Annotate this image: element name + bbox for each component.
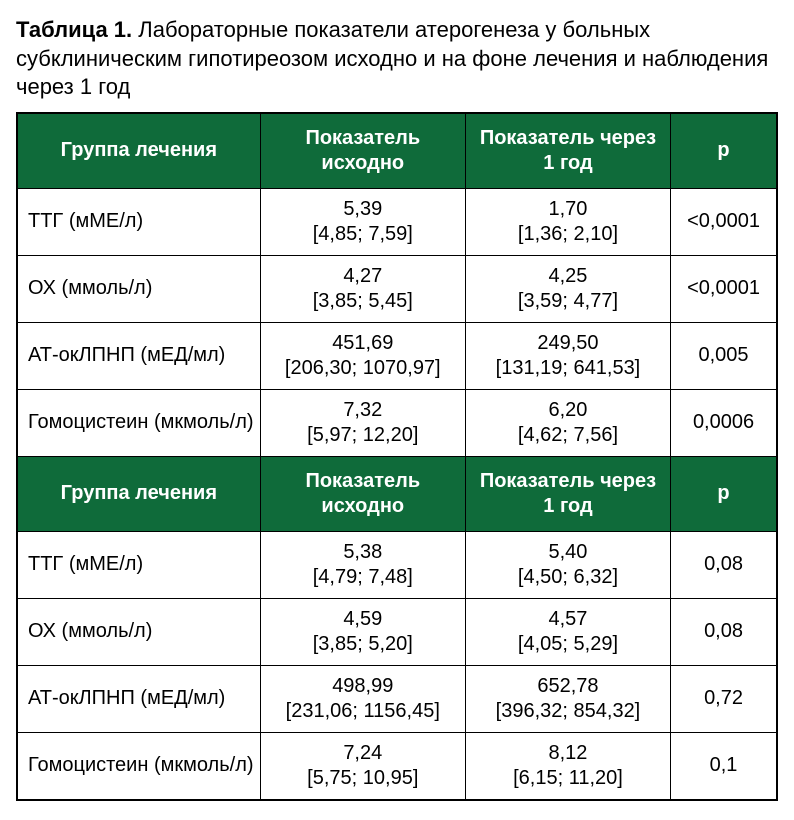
row-baseline: 451,69[206,30; 1070,97] [260, 322, 465, 389]
row-year1: 5,40[4,50; 6,32] [465, 531, 670, 598]
row-year1: 6,20[4,62; 7,56] [465, 389, 670, 456]
row-baseline: 5,39[4,85; 7,59] [260, 188, 465, 255]
row-label: ТТГ (мМЕ/л) [17, 188, 260, 255]
table-row: ОХ (ммоль/л) 4,27[3,85; 5,45] 4,25[3,59;… [17, 255, 777, 322]
row-label: ТТГ (мМЕ/л) [17, 531, 260, 598]
row-year1: 652,78[396,32; 854,32] [465, 665, 670, 732]
th-p: p [671, 113, 777, 189]
row-label: АТ-окЛПНП (мЕД/мл) [17, 665, 260, 732]
row-year1: 249,50[131,19; 641,53] [465, 322, 670, 389]
row-p: 0,1 [671, 732, 777, 800]
row-p: 0,72 [671, 665, 777, 732]
table-row: ОХ (ммоль/л) 4,59[3,85; 5,20] 4,57[4,05;… [17, 598, 777, 665]
table-row: АТ-окЛПНП (мЕД/мл) 451,69[206,30; 1070,9… [17, 322, 777, 389]
row-label: ОХ (ммоль/л) [17, 598, 260, 665]
th-group: Группа лечения [17, 456, 260, 531]
row-year1: 4,57[4,05; 5,29] [465, 598, 670, 665]
row-p: <0,0001 [671, 188, 777, 255]
th-year1: Показатель через 1 год [465, 113, 670, 189]
row-baseline: 4,27[3,85; 5,45] [260, 255, 465, 322]
table-row: Гомоцистеин (мкмоль/л) 7,32[5,97; 12,20]… [17, 389, 777, 456]
row-p: <0,0001 [671, 255, 777, 322]
row-year1: 1,70[1,36; 2,10] [465, 188, 670, 255]
row-p: 0,08 [671, 531, 777, 598]
row-label: Гомоцистеин (мкмоль/л) [17, 732, 260, 800]
row-baseline: 4,59[3,85; 5,20] [260, 598, 465, 665]
table-row: ТТГ (мМЕ/л) 5,39[4,85; 7,59] 1,70[1,36; … [17, 188, 777, 255]
row-baseline: 5,38[4,79; 7,48] [260, 531, 465, 598]
th-year1: Показатель через 1 год [465, 456, 670, 531]
row-label: ОХ (ммоль/л) [17, 255, 260, 322]
caption-bold: Таблица 1. [16, 17, 132, 42]
row-label: АТ-окЛПНП (мЕД/мл) [17, 322, 260, 389]
row-baseline: 7,32[5,97; 12,20] [260, 389, 465, 456]
th-group: Группа лечения [17, 113, 260, 189]
table-row: АТ-окЛПНП (мЕД/мл) 498,99[231,06; 1156,4… [17, 665, 777, 732]
row-year1: 4,25[3,59; 4,77] [465, 255, 670, 322]
data-table: Группа лечения Показатель исходно Показа… [16, 112, 778, 801]
table-row: Гомоцистеин (мкмоль/л) 7,24[5,75; 10,95]… [17, 732, 777, 800]
header-row-2: Группа лечения Показатель исходно Показа… [17, 456, 777, 531]
row-label: Гомоцистеин (мкмоль/л) [17, 389, 260, 456]
row-baseline: 7,24[5,75; 10,95] [260, 732, 465, 800]
th-baseline: Показатель исходно [260, 456, 465, 531]
table-row: ТТГ (мМЕ/л) 5,38[4,79; 7,48] 5,40[4,50; … [17, 531, 777, 598]
row-baseline: 498,99[231,06; 1156,45] [260, 665, 465, 732]
table-caption: Таблица 1. Лабораторные показатели атеро… [16, 16, 778, 102]
row-year1: 8,12[6,15; 11,20] [465, 732, 670, 800]
row-p: 0,08 [671, 598, 777, 665]
row-p: 0,005 [671, 322, 777, 389]
header-row-1: Группа лечения Показатель исходно Показа… [17, 113, 777, 189]
th-p: p [671, 456, 777, 531]
row-p: 0,0006 [671, 389, 777, 456]
th-baseline: Показатель исходно [260, 113, 465, 189]
